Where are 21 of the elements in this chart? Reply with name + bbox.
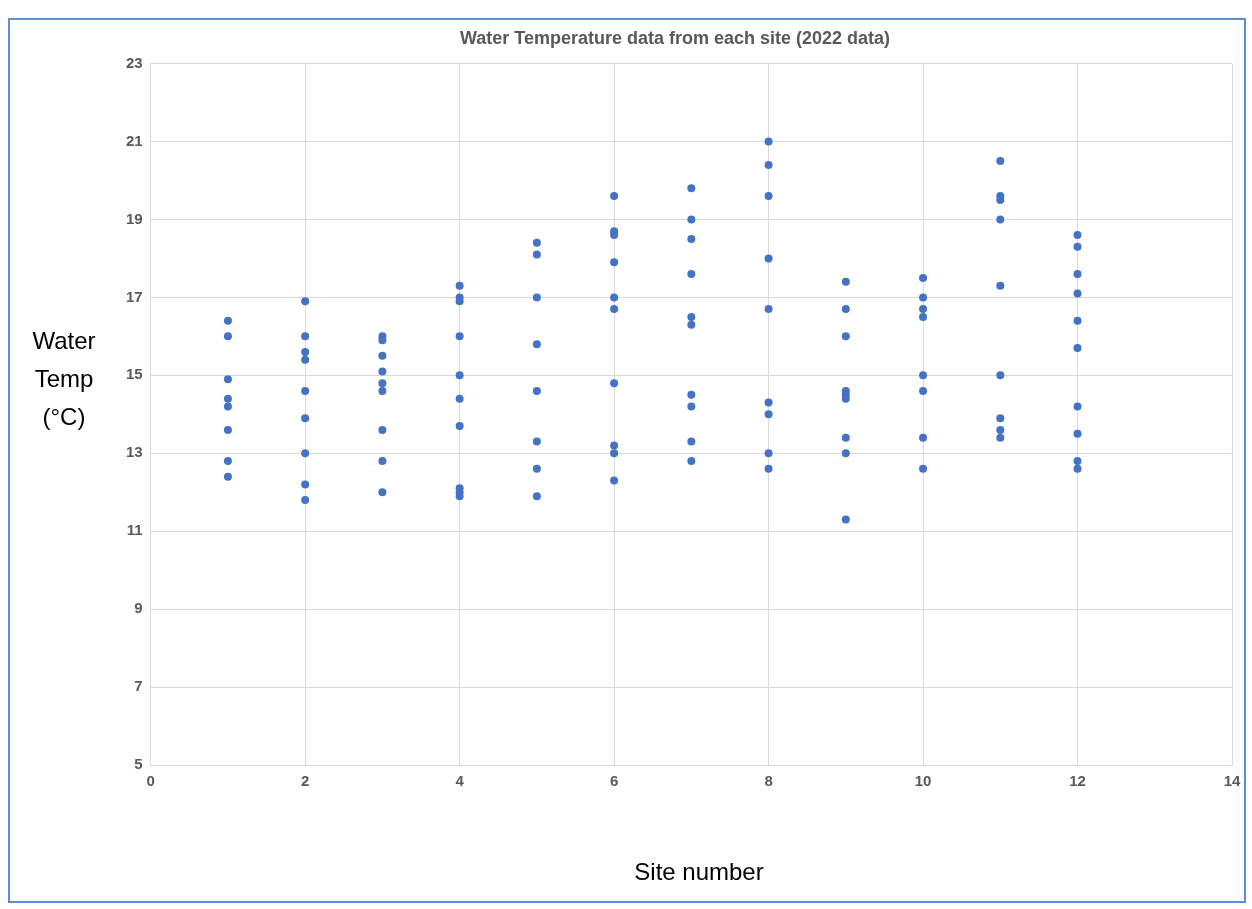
y-tick-label: 15 [126, 365, 143, 383]
x-tick-label: 2 [300, 772, 310, 790]
y-tick-label: 5 [134, 755, 143, 773]
x-tick-label: 4 [455, 772, 465, 790]
y-tick-label: 9 [134, 599, 143, 617]
y-axis-title: Water Temp (°C) [31, 326, 97, 432]
x-tick-label: 10 [914, 772, 932, 790]
x-tick-label: 14 [1223, 772, 1241, 790]
y-tick-label: 19 [126, 209, 143, 227]
x-tick-label: 12 [1069, 772, 1086, 790]
x-tick-label: 8 [764, 772, 773, 790]
y-tick-label: 17 [126, 287, 143, 305]
y-tick-label: 11 [126, 521, 143, 539]
x-tick-label: 0 [146, 772, 155, 790]
y-tick-label: 13 [126, 443, 143, 461]
y-tick-label: 21 [126, 131, 143, 149]
y-tick-label: 7 [134, 677, 143, 695]
x-axis-title: Site number [633, 858, 765, 886]
chart-title: Water Temperature data from each site (2022 data) [459, 27, 891, 48]
x-tick-label: 6 [609, 772, 619, 790]
y-tick-label: 23 [126, 53, 143, 71]
